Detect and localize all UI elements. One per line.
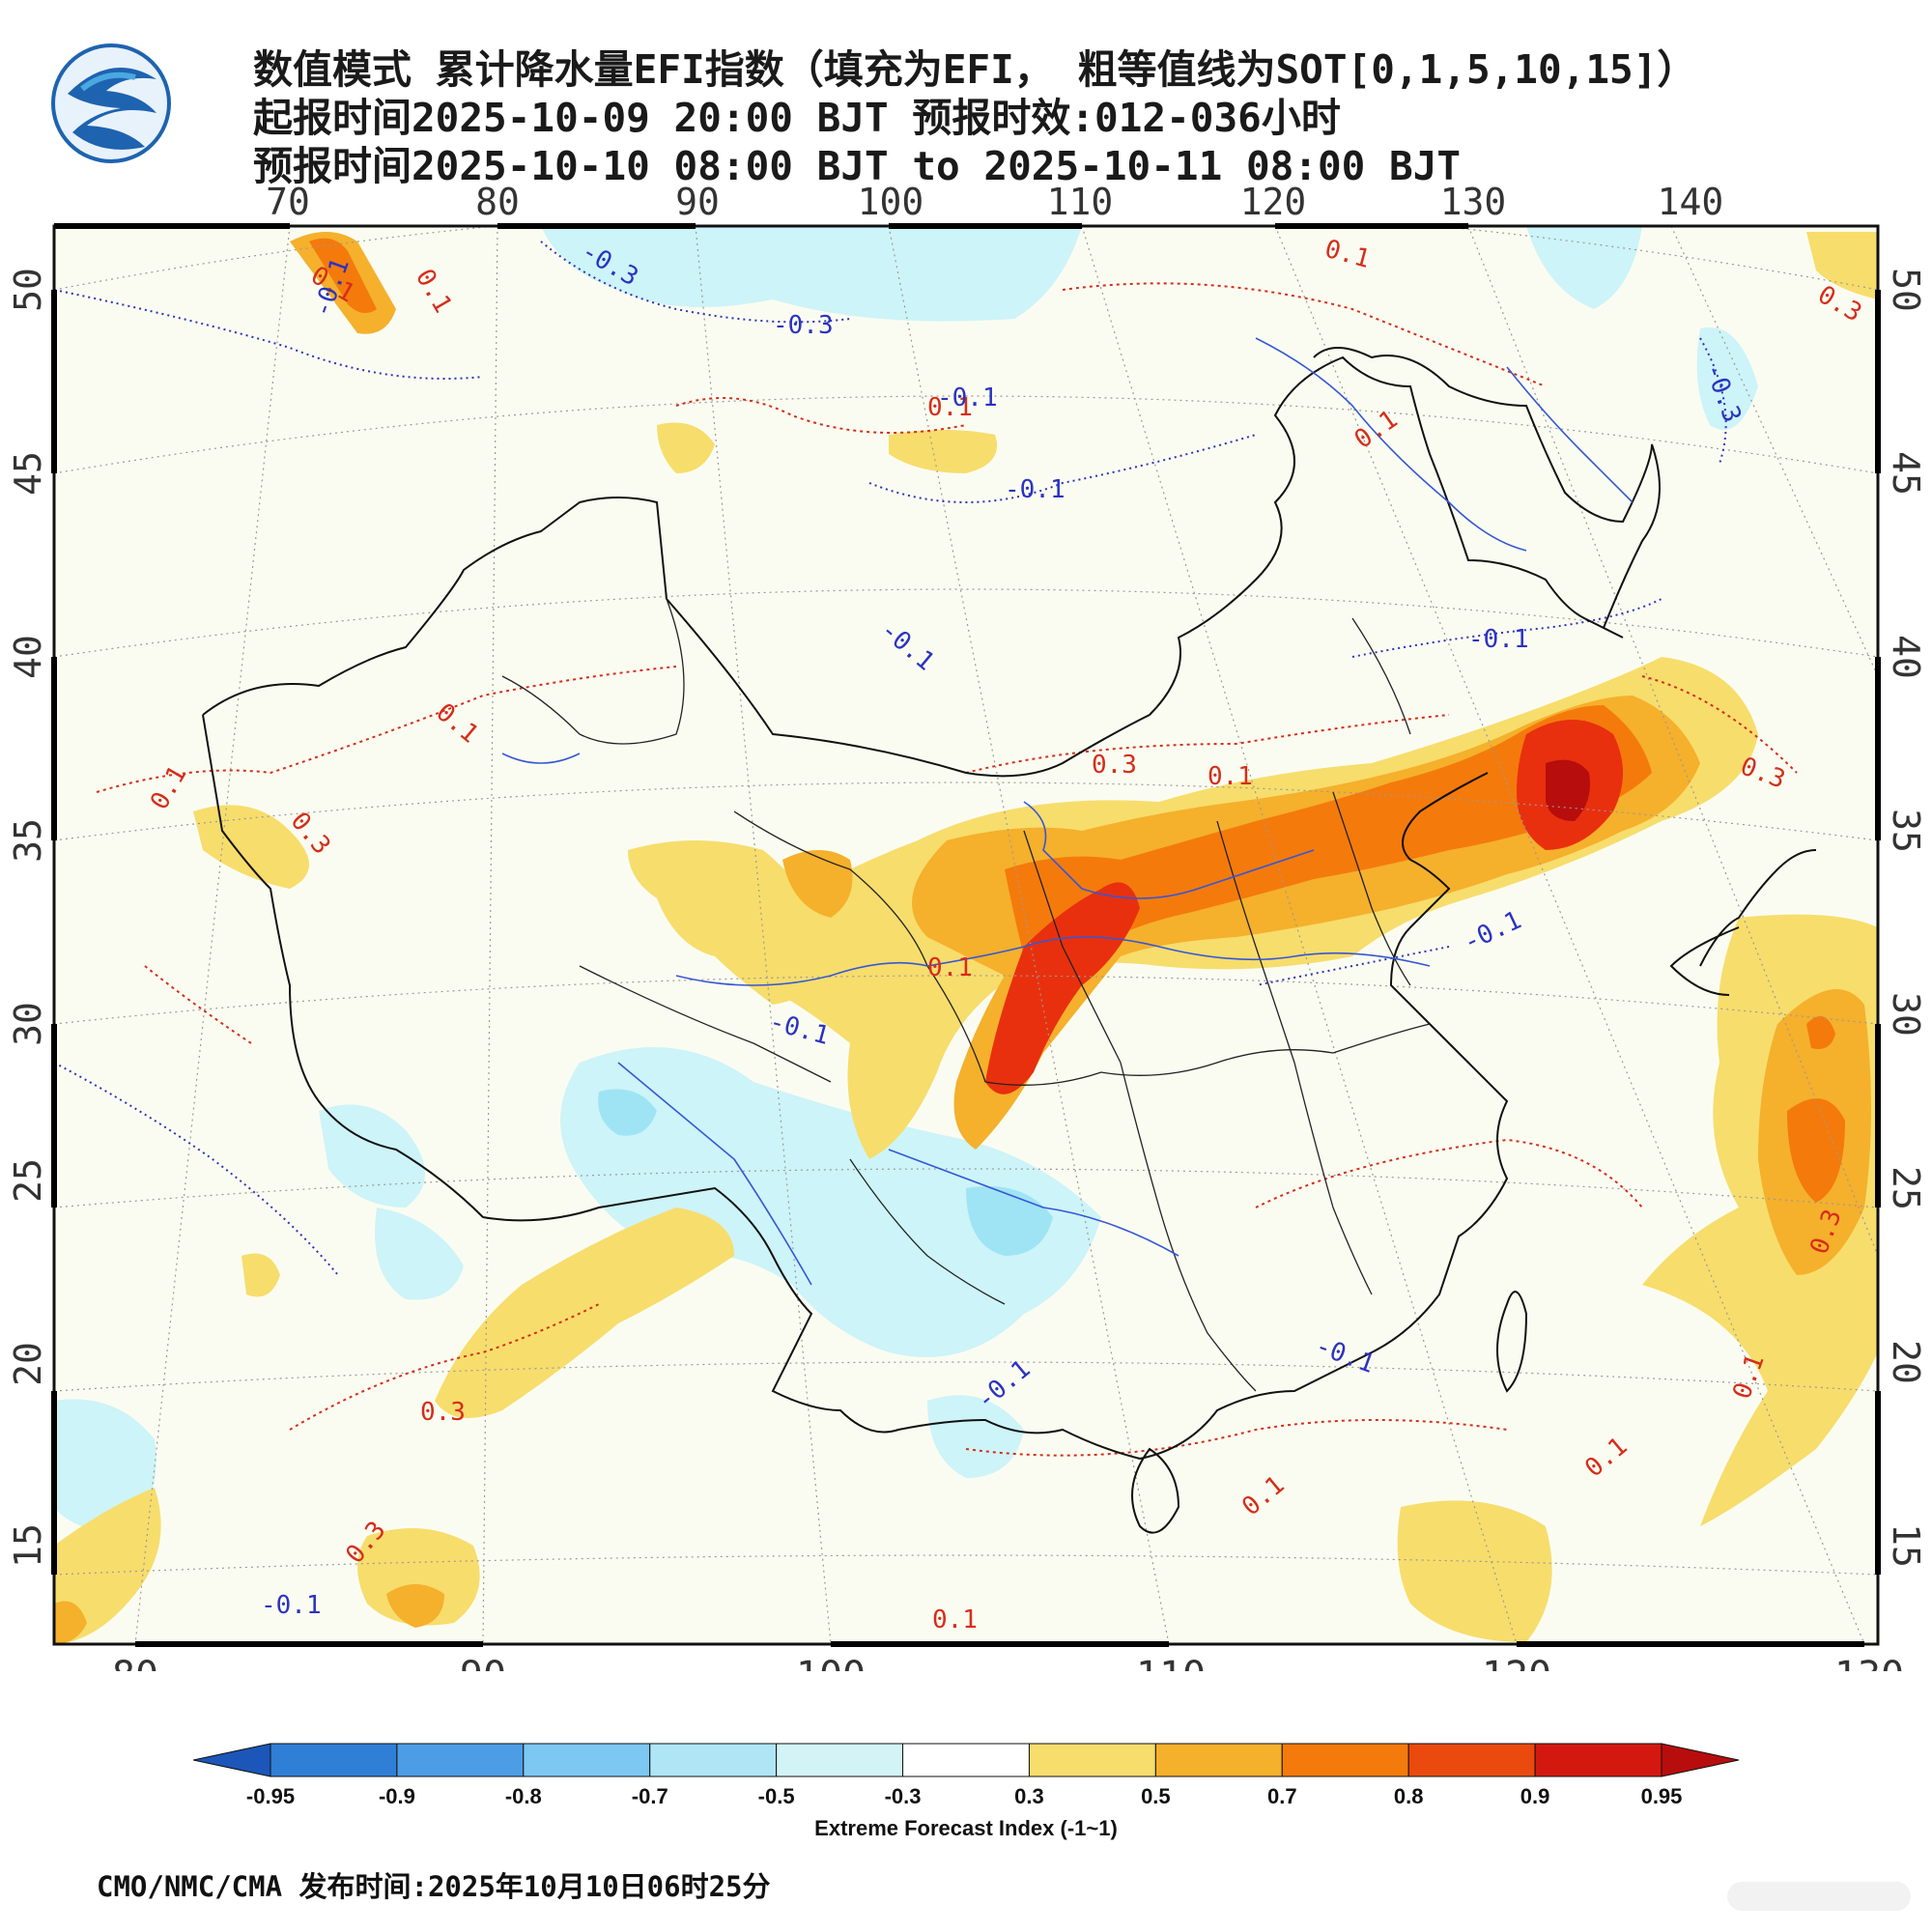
- contour-label-red: 0.1: [927, 953, 973, 982]
- colorbar-tick-label: -0.7: [632, 1784, 668, 1808]
- colorbar-tick-label: 0.7: [1267, 1784, 1297, 1808]
- colorbar-tick-label: -0.95: [246, 1784, 295, 1808]
- contour-label-red: 0.3: [1092, 751, 1137, 780]
- bottom-lon-tick: 90: [460, 1654, 506, 1671]
- colorbar-tick-label: 0.8: [1394, 1784, 1424, 1808]
- efi-positive-darkred: [1546, 759, 1590, 821]
- colorbar-segment: [193, 1743, 271, 1777]
- watermark-icon: [1727, 1882, 1911, 1911]
- colorbar-tick-label: 0.95: [1641, 1784, 1683, 1808]
- top-lon-tick: 70: [266, 184, 310, 223]
- colorbar-segment: [270, 1743, 398, 1777]
- right-lat-tick: 35: [1885, 809, 1927, 853]
- efi-positive-darkorange: [309, 238, 1845, 1203]
- cma-logo-icon: [51, 43, 171, 163]
- right-lat-tick: 50: [1885, 268, 1927, 312]
- contour-label-red: 0.1: [932, 1605, 978, 1634]
- colorbar-tick-label: 0.9: [1520, 1784, 1550, 1808]
- colorbar-caption: Extreme Forecast Index (-1~1): [814, 1816, 1118, 1840]
- colorbar-segment: [1028, 1743, 1156, 1777]
- left-lat-tick: 30: [7, 1002, 49, 1046]
- colorbar-tick-label: -0.9: [379, 1784, 415, 1808]
- colorbar-segment: [396, 1743, 525, 1777]
- top-lon-tick: 90: [675, 184, 720, 223]
- province-borders: [501, 598, 1431, 1392]
- top-lon-tick: 140: [1658, 184, 1724, 223]
- colorbar-segment: [1534, 1743, 1662, 1777]
- country-borders: [202, 347, 1817, 1534]
- bottom-lon-tick: 100: [796, 1654, 866, 1671]
- colorbar-tick-label: 0.5: [1141, 1784, 1171, 1808]
- top-lon-tick: 110: [1047, 184, 1114, 223]
- left-lat-tick: 35: [7, 818, 49, 863]
- title-line-2: 起报时间2025-10-09 20:00 BJT 预报时效:012-036小时: [253, 95, 1341, 141]
- left-lat-tick: 45: [7, 451, 49, 496]
- contour-label-blue: -0.1: [937, 384, 998, 412]
- contour-label-red: 0.1: [927, 393, 973, 422]
- right-lat-tick: 30: [1885, 992, 1927, 1037]
- colorbar-segment: [902, 1743, 1030, 1777]
- colorbar: -0.95 -0.9 -0.8 -0.7 -0.5 -0.3 0.3 0.5 0.7 0.8 0.9…: [193, 1743, 1739, 1840]
- bottom-lon-tick: 130: [1834, 1654, 1904, 1671]
- colorbar-segment: [649, 1743, 778, 1777]
- colorbar-tick-label: -0.5: [758, 1784, 795, 1808]
- axis-bars: [51, 223, 1881, 1647]
- top-lon-tick: 80: [475, 184, 520, 223]
- right-lat-tick: 45: [1885, 451, 1927, 496]
- contour-label-blue: -0.1: [1005, 475, 1065, 504]
- right-lat-tick: 15: [1885, 1523, 1927, 1568]
- bottom-lon-tick: 120: [1482, 1654, 1551, 1671]
- contour-label-red: 0.3: [420, 1398, 466, 1427]
- colorbar-segment: [1407, 1743, 1536, 1777]
- colorbar-tick-label: -0.3: [885, 1784, 922, 1808]
- colorbar-segment: [523, 1743, 651, 1777]
- graticule: [54, 226, 1878, 1644]
- top-lon-tick: 100: [858, 184, 924, 223]
- sot-contours-red: [96, 282, 1798, 1457]
- top-lon-tick: 120: [1240, 184, 1307, 223]
- title-line-3: 预报时间2025-10-10 08:00 BJT to 2025-10-11 0…: [253, 143, 1462, 189]
- left-lat-tick: 20: [7, 1342, 49, 1386]
- colorbar-segment: [776, 1743, 904, 1777]
- bottom-lon-tick: 110: [1136, 1654, 1206, 1671]
- left-lat-tick: 25: [7, 1158, 49, 1203]
- bottom-lon-tick: 80: [112, 1654, 158, 1671]
- colorbar-tick-label: -0.8: [505, 1784, 542, 1808]
- rivers: [501, 337, 1634, 1286]
- colorbar-segment: [1154, 1743, 1283, 1777]
- efi-map: 70 80 90 100 110 120 130 140 80 90 100 1…: [7, 184, 1927, 1671]
- left-lat-tick: 15: [7, 1523, 49, 1568]
- left-lat-tick: 40: [7, 635, 49, 679]
- right-lat-tick: 25: [1885, 1166, 1927, 1210]
- colorbar-segment: [1281, 1743, 1409, 1777]
- sot-contours-blue: [54, 241, 1727, 1276]
- top-lon-tick: 130: [1440, 184, 1507, 223]
- footer-issue-time: CMO/NMC/CMA 发布时间:2025年10月10日06时25分: [97, 1870, 771, 1903]
- contour-label-blue: -0.3: [773, 311, 834, 340]
- contour-label-red: 0.1: [1208, 762, 1253, 791]
- contour-label-blue: -0.1: [261, 1591, 322, 1620]
- efi-negative-areas: [54, 226, 1758, 1536]
- colorbar-segment: [1661, 1743, 1739, 1777]
- right-lat-tick: 20: [1885, 1340, 1927, 1384]
- left-lat-tick: 50: [7, 268, 49, 312]
- contour-label-blue: -0.1: [1468, 625, 1529, 654]
- right-lat-tick: 40: [1885, 635, 1927, 679]
- colorbar-tick-label: 0.3: [1014, 1784, 1044, 1808]
- title-line-1: 数值模式 累计降水量EFI指数（填充为EFI， 粗等值线为SOT[0,1,5,1…: [253, 46, 1697, 93]
